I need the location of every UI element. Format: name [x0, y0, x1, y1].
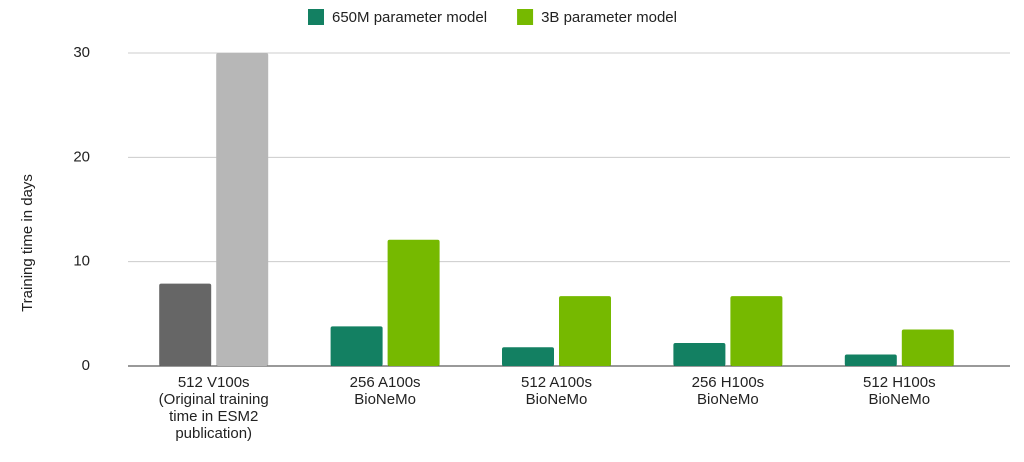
bar	[387, 239, 440, 366]
x-tick-label: (Original training	[159, 391, 269, 408]
y-tick-label: 0	[82, 357, 90, 374]
y-tick-label: 10	[73, 253, 90, 270]
x-tick-label: BioNeMo	[354, 391, 416, 408]
x-tick-label: BioNeMo	[526, 391, 588, 408]
x-tick-label: 256 H100s	[692, 374, 765, 391]
bar	[673, 343, 726, 366]
bar	[159, 283, 212, 366]
bar	[844, 354, 897, 366]
x-tick-label: publication)	[175, 425, 252, 442]
bar	[216, 53, 269, 366]
bar	[330, 326, 383, 366]
legend-swatch	[308, 9, 324, 25]
x-tick-label: 512 H100s	[863, 374, 936, 391]
legend-label: 3B parameter model	[541, 9, 677, 26]
x-tick-label: 512 A100s	[521, 374, 592, 391]
x-tick-label: 256 A100s	[350, 374, 421, 391]
bar	[730, 296, 783, 366]
bar	[559, 296, 611, 366]
bar	[502, 347, 554, 366]
y-axis-title: Training time in days	[19, 174, 36, 312]
legend-label: 650M parameter model	[332, 9, 487, 26]
x-tick-label: 512 V100s	[178, 374, 250, 391]
y-tick-label: 20	[73, 148, 90, 165]
x-tick-label: time in ESM2	[169, 408, 258, 425]
y-tick-label: 30	[73, 44, 90, 61]
legend-swatch	[517, 9, 534, 25]
bar	[901, 329, 954, 366]
x-tick-label: BioNeMo	[697, 391, 759, 408]
x-tick-label: BioNeMo	[868, 391, 930, 408]
